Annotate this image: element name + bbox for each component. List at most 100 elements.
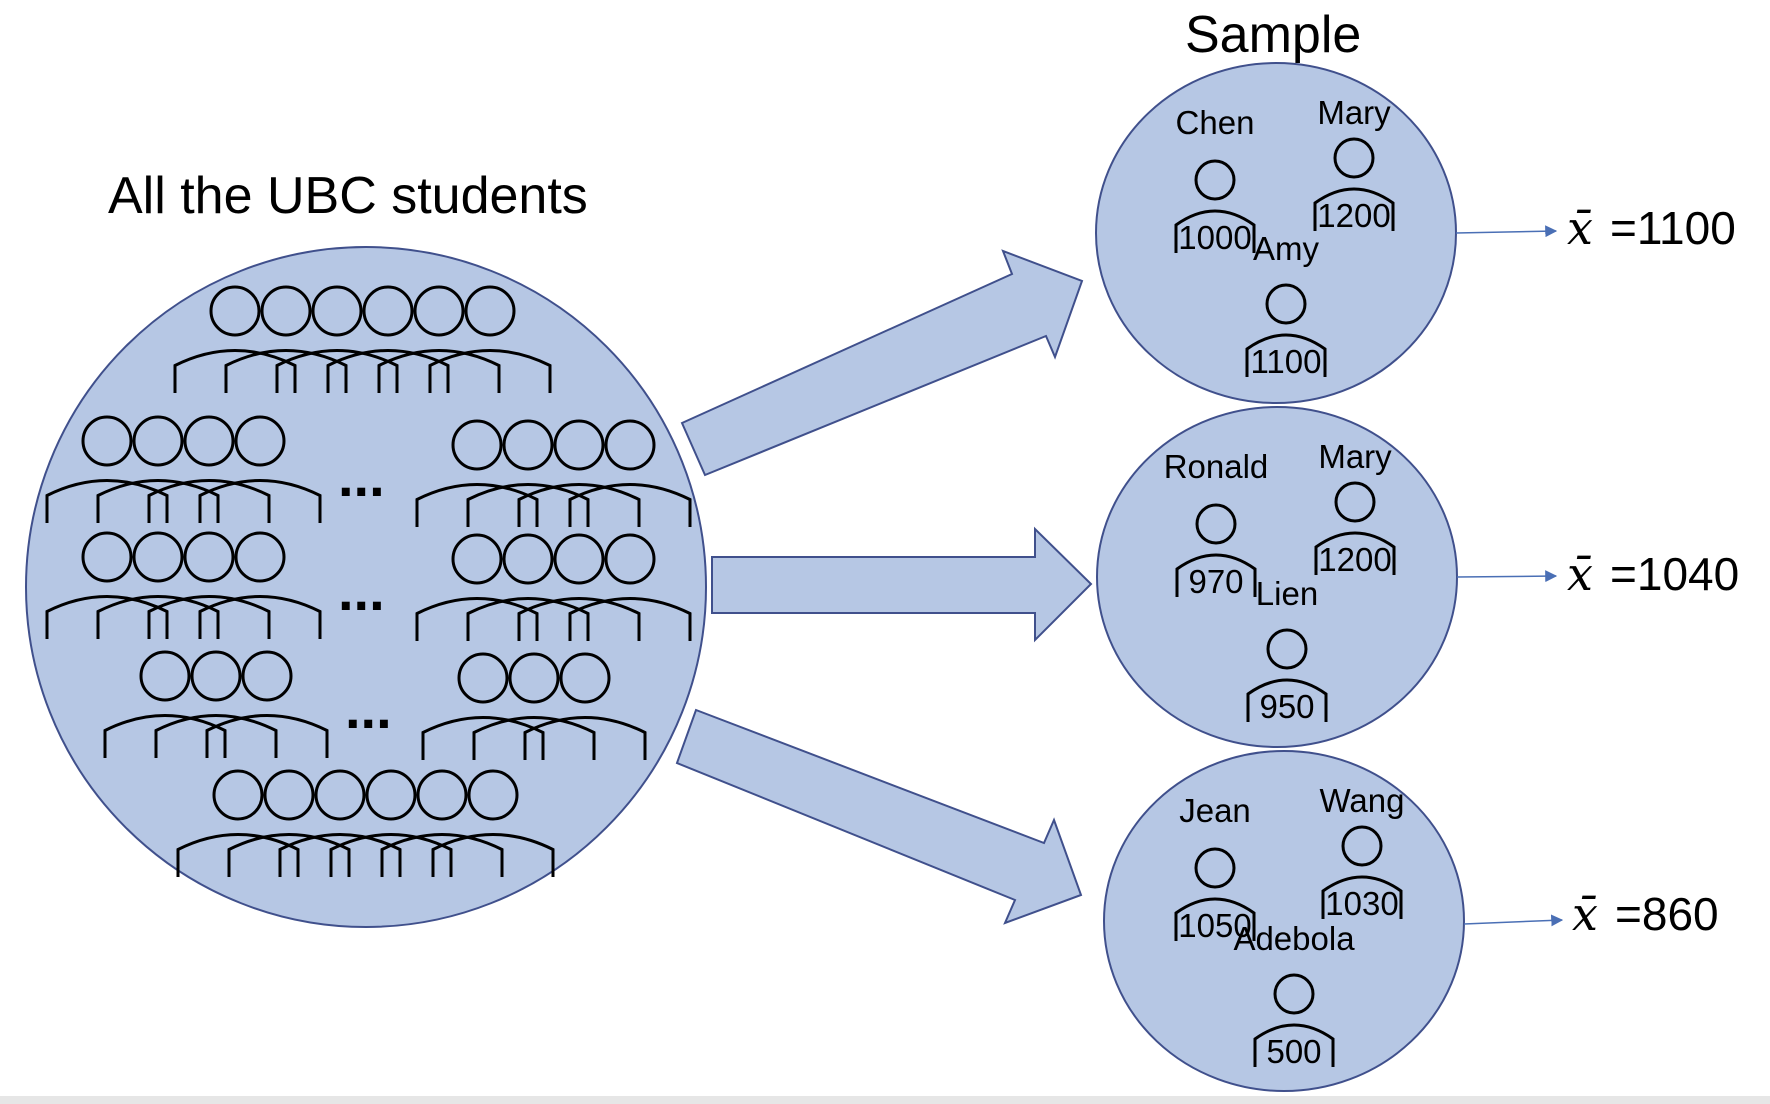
person-body-icon — [568, 483, 692, 527]
bottom-bar — [0, 1096, 1770, 1104]
person-head-icon — [132, 531, 184, 583]
person-head-icon — [604, 419, 656, 471]
person-body-icon — [278, 833, 402, 877]
sample-circle-3 — [1103, 750, 1465, 1092]
person-body-icon — [517, 597, 641, 641]
student-score: 500 — [1266, 1033, 1321, 1070]
student-name: Amy — [1253, 230, 1320, 267]
person-head-icon — [311, 285, 363, 337]
person-head-icon — [362, 285, 414, 337]
person-head-icon — [263, 769, 315, 821]
sample-student: Lien 950 — [1246, 575, 1328, 725]
mean-label-3: x̄ =860 — [1572, 887, 1719, 941]
sample-student: Ronald 970 — [1164, 448, 1269, 600]
sample-header: Sample — [1185, 6, 1361, 64]
person-body-icon — [154, 714, 278, 758]
mean-symbol-1: x̄ — [1567, 201, 1593, 255]
ellipsis-row-2: ... — [338, 559, 385, 622]
person-head-icon — [1265, 283, 1307, 325]
person-body-icon — [1321, 875, 1403, 919]
person-head-icon — [1334, 481, 1376, 523]
person-head-icon — [81, 415, 133, 467]
student-name: Lien — [1256, 575, 1318, 612]
person-head-icon — [502, 533, 554, 585]
person-head-icon — [559, 652, 611, 704]
person-body-icon — [227, 833, 351, 877]
person-body-icon — [1174, 209, 1256, 253]
student-score: 1100 — [1251, 343, 1322, 380]
mean-value-2: =1040 — [1610, 548, 1739, 600]
person-head-icon — [464, 285, 516, 337]
person-body-icon — [466, 597, 590, 641]
person-body-icon — [96, 479, 220, 523]
sample-people: Chen1000Mary1200Amy1100Ronald970Mary1200… — [1164, 94, 1405, 1070]
person-body-icon — [523, 716, 647, 760]
person-body-icon — [173, 349, 297, 393]
person-head-icon — [190, 650, 242, 702]
person-body-icon — [428, 349, 552, 393]
person-body-icon — [103, 714, 227, 758]
person-head-icon — [416, 769, 468, 821]
person-body-icon — [96, 595, 220, 639]
student-name: Mary — [1318, 438, 1392, 475]
arrow-to-sample-3 — [675, 708, 1083, 925]
mean-connector-1 — [1455, 225, 1558, 238]
person-body-icon — [466, 483, 590, 527]
mean-value-1: =1100 — [1610, 202, 1736, 254]
mean-label-2: x̄ =1040 — [1567, 547, 1739, 601]
student-score: 1050 — [1178, 907, 1251, 944]
ellipsis-row-3: ... — [345, 677, 392, 740]
person-head-icon — [467, 769, 519, 821]
student-name: Ronald — [1164, 448, 1269, 485]
person-head-icon — [508, 652, 560, 704]
ellipsis-row-1: ... — [338, 445, 385, 508]
mean-symbol-2: x̄ — [1567, 547, 1593, 601]
student-score: 1030 — [1325, 885, 1398, 922]
person-body-icon — [329, 833, 453, 877]
student-name: Jean — [1179, 792, 1251, 829]
person-body-icon — [1246, 678, 1328, 722]
mean-symbol-3: x̄ — [1572, 887, 1598, 941]
person-head-icon — [81, 531, 133, 583]
population-people — [45, 285, 692, 877]
student-score: 1000 — [1178, 219, 1251, 256]
person-head-icon — [209, 285, 261, 337]
person-head-icon — [365, 769, 417, 821]
person-head-icon — [1194, 159, 1236, 201]
sample-student: Mary 1200 — [1314, 438, 1396, 578]
person-head-icon — [1266, 628, 1308, 670]
person-body-icon — [431, 833, 555, 877]
student-score: 1200 — [1317, 197, 1390, 234]
person-head-icon — [553, 419, 605, 471]
person-body-icon — [205, 714, 329, 758]
person-body-icon — [1245, 333, 1327, 377]
person-head-icon — [1333, 137, 1375, 179]
person-body-icon — [1253, 1023, 1335, 1067]
person-body-icon — [176, 833, 300, 877]
sample-student: Mary 1200 — [1313, 94, 1395, 234]
person-head-icon — [139, 650, 191, 702]
person-head-icon — [451, 533, 503, 585]
arrow-to-sample-2 — [711, 526, 1093, 643]
person-head-icon — [132, 415, 184, 467]
person-head-icon — [1195, 503, 1237, 545]
person-body-icon — [377, 349, 501, 393]
sample-student: Adebola 500 — [1233, 920, 1355, 1070]
person-body-icon — [472, 716, 596, 760]
person-body-icon — [45, 595, 169, 639]
sample-student: Chen 1000 — [1174, 104, 1256, 256]
person-body-icon — [380, 833, 504, 877]
person-head-icon — [604, 533, 656, 585]
person-body-icon — [326, 349, 450, 393]
person-head-icon — [1194, 847, 1236, 889]
person-head-icon — [553, 533, 605, 585]
student-name: Wang — [1320, 782, 1405, 819]
student-score: 950 — [1259, 688, 1314, 725]
person-head-icon — [234, 531, 286, 583]
person-body-icon — [1174, 897, 1256, 941]
person-head-icon — [241, 650, 293, 702]
person-head-icon — [183, 531, 235, 583]
person-head-icon — [212, 769, 264, 821]
person-head-icon — [260, 285, 312, 337]
student-score: 1200 — [1318, 541, 1391, 578]
